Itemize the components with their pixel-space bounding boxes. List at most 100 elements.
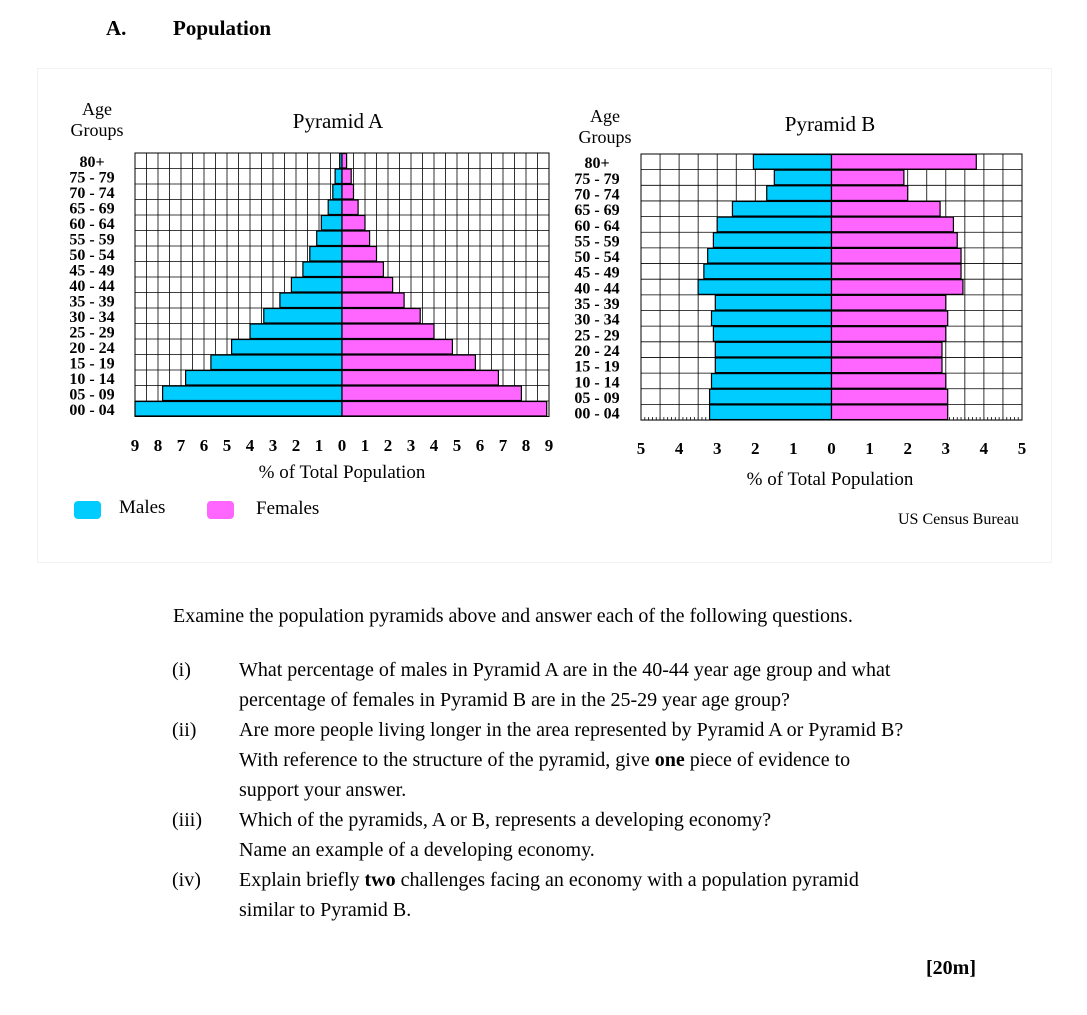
pyramid-b-bar-male	[708, 404, 833, 421]
pyramid-a-tick-label: 6	[200, 436, 209, 455]
pyramid-b-age-label: 05 - 09	[574, 390, 619, 407]
pyramid-a-bar-female	[341, 168, 352, 185]
pyramid-a-age-label: 70 - 74	[69, 185, 114, 202]
pyramid-a-bar-male	[320, 214, 343, 231]
pyramid-b-age-axis-title: Age Groups	[565, 106, 645, 148]
pyramid-b-bar-female	[830, 294, 947, 311]
pyramid-b-bar-female	[830, 247, 962, 264]
pyramid-a-age-label: 15 - 19	[69, 356, 114, 373]
question-2-text-part: With reference to the structure of the p…	[239, 749, 655, 771]
pyramid-b-tick-label: 3	[713, 439, 722, 458]
pyramid-b-bar-female	[830, 169, 905, 186]
pyramid-b-bar-female	[830, 216, 955, 233]
question-3-line: Name an example of a developing economy.	[239, 839, 595, 861]
question-2-number: (ii)	[172, 719, 197, 741]
pyramid-a-age-label: 00 - 04	[69, 402, 114, 419]
pyramid-b-bar-female	[830, 200, 941, 217]
pyramid-a-age-label: 40 - 44	[69, 278, 114, 295]
pyramid-b-age-label: 40 - 44	[574, 280, 619, 297]
pyramid-a-bar-male	[185, 369, 343, 386]
question-1-line: percentage of females in Pyramid B are i…	[239, 689, 790, 711]
pyramid-a-tick-label: 5	[453, 436, 462, 455]
question-1-text: What percentage of males in Pyramid A ar…	[239, 655, 1019, 715]
pyramid-a-tick-label: 8	[154, 436, 163, 455]
pyramid-a-bar-female	[341, 400, 548, 417]
pyramid-a-bar-female	[341, 261, 385, 278]
pyramid-a-tick-label: 1	[361, 436, 370, 455]
question-1-number: (i)	[172, 659, 191, 681]
pyramid-a-bar-female	[341, 292, 405, 309]
pyramid-b-age-label: 80+	[584, 155, 609, 172]
pyramid-b-age-label: 35 - 39	[574, 296, 619, 313]
question-2-text: Are more people living longer in the are…	[239, 715, 1019, 805]
pyramid-a-age-label: 65 - 69	[69, 201, 114, 218]
pyramid-b-tick-label: 4	[980, 439, 989, 458]
age-title-line1: Age	[82, 99, 112, 119]
pyramid-a-age-label: 60 - 64	[69, 216, 114, 233]
pyramid-a-bar-male	[249, 323, 343, 340]
pyramid-a-tick-label: 2	[292, 436, 301, 455]
question-2-text-part: piece of evidence to	[684, 749, 851, 771]
pyramid-a-tick-label: 4	[430, 436, 439, 455]
question-3-line: Which of the pyramids, A or B, represent…	[239, 809, 772, 831]
pyramid-a-bar-female	[341, 230, 371, 247]
pyramid-a-age-label: 20 - 24	[69, 340, 114, 357]
pyramid-b-age-label: 25 - 29	[574, 327, 619, 344]
pyramid-b-bar-male	[731, 200, 833, 217]
age-title-line2: Groups	[578, 127, 632, 147]
pyramid-a-age-axis-title: Age Groups	[57, 99, 137, 141]
pyramid-b-bar-male	[716, 216, 833, 233]
section-title: Population	[173, 16, 272, 40]
pyramid-a-bar-male	[162, 385, 343, 402]
pyramid-b-age-label: 70 - 74	[574, 186, 619, 203]
pyramid-b-age-label: 50 - 54	[574, 249, 619, 266]
pyramid-a-tick-label: 6	[476, 436, 485, 455]
pyramid-a-bar-male	[290, 276, 343, 293]
question-4-line: similar to Pyramid B.	[239, 899, 412, 921]
pyramid-a-bar-male	[302, 261, 343, 278]
section-letter: A.	[106, 16, 127, 40]
question-4-text-part: challenges facing an economy with a popu…	[395, 869, 859, 891]
pyramid-b-bar-female	[830, 263, 962, 280]
pyramid-a-tick-label: 3	[269, 436, 278, 455]
pyramid-b-bar-female	[830, 326, 947, 342]
question-4-line: Explain briefly two challenges facing an…	[239, 865, 1019, 895]
pyramid-b-bar-female	[830, 185, 909, 202]
pyramid-b-bar-male	[752, 153, 833, 170]
pyramid-a-bar-male	[210, 354, 343, 371]
pyramid-b-bar-male	[707, 247, 833, 264]
pyramid-a-bar-female	[341, 183, 355, 200]
pyramid-a-bar-female	[341, 152, 348, 169]
pyramid-a-tick-label: 1	[315, 436, 324, 455]
pyramid-b-age-label: 20 - 24	[574, 343, 619, 360]
pyramid-b-age-label: 45 - 49	[574, 265, 619, 282]
question-4-text-part: Explain briefly	[239, 869, 365, 891]
pyramid-b-age-label: 60 - 64	[574, 218, 619, 235]
pyramid-b-xaxis-title: % of Total Population	[746, 469, 914, 490]
pyramid-b-tick-label: 1	[789, 439, 798, 458]
pyramid-b-bar-female	[830, 153, 977, 170]
pyramid-b-age-label: 00 - 04	[574, 406, 619, 423]
pyramid-a-tick-label: 4	[246, 436, 255, 455]
question-3-text: Which of the pyramids, A or B, represent…	[239, 805, 1019, 865]
instructions: Examine the population pyramids above an…	[173, 605, 853, 627]
age-title-line2: Groups	[70, 120, 124, 140]
pyramid-a-bar-female	[341, 354, 476, 371]
figure-frame	[37, 68, 1052, 563]
pyramid-b-age-label: 55 - 59	[574, 233, 619, 250]
pyramid-a-age-label: 30 - 34	[69, 309, 114, 326]
pyramid-a-age-label: 75 - 79	[69, 170, 114, 187]
pyramid-b-tick-label: 2	[751, 439, 760, 458]
pyramid-a-bar-male	[332, 183, 343, 200]
pyramid-b-tick-label: 5	[637, 439, 646, 458]
pyramid-a-tick-label: 7	[499, 436, 508, 455]
pyramid-a-bar-female	[341, 214, 366, 231]
pyramid-a-bar-female	[341, 199, 359, 216]
pyramid-a-bar-female	[341, 307, 421, 324]
pyramid-b-bar-female	[830, 357, 943, 374]
pyramid-a-age-label: 35 - 39	[69, 294, 114, 311]
legend-label-males: Males	[119, 497, 166, 518]
question-2-emphasis: one	[654, 749, 685, 771]
pyramid-b-age-label: 10 - 14	[574, 374, 619, 391]
